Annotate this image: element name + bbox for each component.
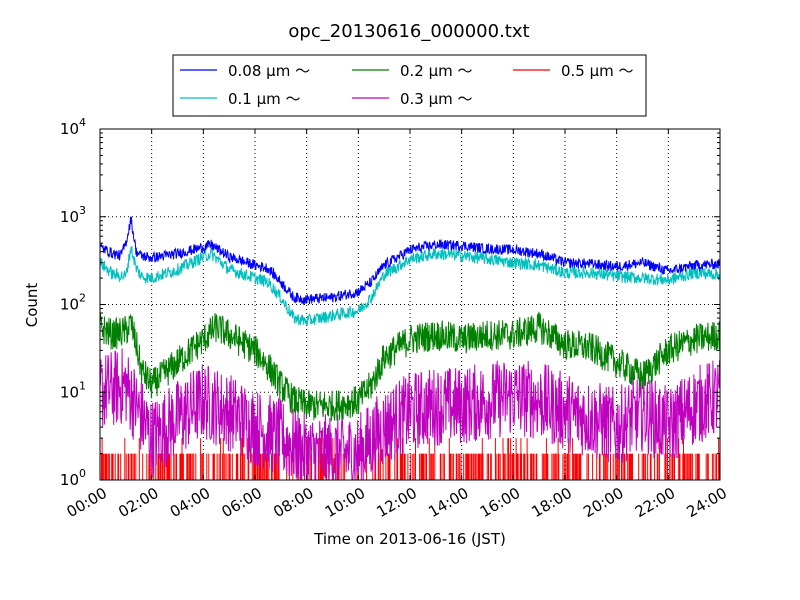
series-line: [100, 216, 720, 306]
legend: 0.08 μm ～ 0.1 μm ～ 0.2 μm ～ 0.3 μm ～ 0.5 μm …: [172, 54, 647, 117]
series-line: [100, 348, 720, 480]
x-tick-label: 08:00: [270, 484, 316, 521]
x-tick-label: 14:00: [425, 484, 471, 521]
series-line: [100, 245, 720, 326]
x-tick-label: 12:00: [374, 484, 420, 521]
x-tick-label: 24:00: [684, 484, 730, 521]
plot-area: 00:00 02:00 04:00 06:00 08:00 10:00 12:00 14:00…: [60, 116, 730, 521]
x-tick-label: 16:00: [477, 484, 523, 521]
x-tick-label: 02:00: [115, 484, 161, 521]
y-tick-label: 104: [60, 116, 86, 138]
y-tick-label: 100: [60, 467, 86, 489]
x-tick-label: 10:00: [322, 484, 368, 521]
series-group: [100, 216, 720, 480]
x-axis-label: Time on 2013-06-16 (JST): [313, 530, 506, 548]
x-tick-label: 20:00: [580, 484, 626, 521]
y-tick-label: 103: [60, 204, 86, 226]
y-tick-label: 102: [60, 292, 86, 314]
x-tick-label: 00:00: [64, 484, 110, 521]
legend-label: 0.2 μm ～: [400, 62, 473, 80]
legend-label: 0.1 μm ～: [228, 90, 301, 108]
legend-box: [172, 54, 647, 117]
legend-label: 0.3 μm ～: [400, 90, 473, 108]
x-tick-label: 18:00: [529, 484, 575, 521]
y-tick-label: 101: [60, 379, 86, 401]
x-tick-label: 22:00: [632, 484, 678, 521]
series-line: [100, 311, 720, 422]
legend-label: 0.08 μm ～: [228, 62, 310, 80]
x-tick-label: 04:00: [167, 484, 213, 521]
chart-title: opc_20130616_000000.txt: [288, 21, 529, 42]
y-axis-label: Count: [23, 283, 41, 328]
x-tick-label: 06:00: [219, 484, 265, 521]
legend-label: 0.5 μm ～: [561, 62, 634, 80]
